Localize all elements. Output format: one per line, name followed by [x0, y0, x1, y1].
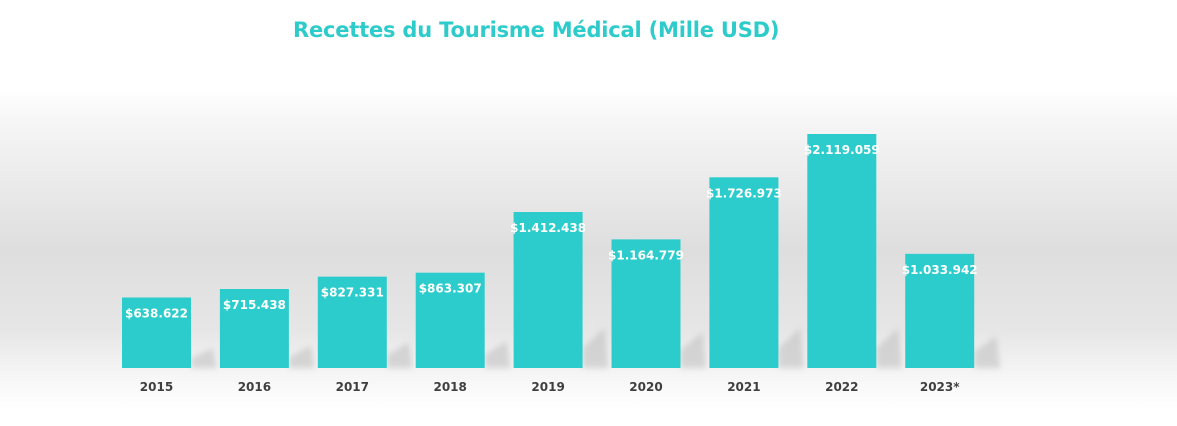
data-label: $1.033.942 — [902, 263, 978, 277]
x-axis-tick-labels: 2015 2016 2017 2018 2019 2020 2021 2022 2023* — [140, 380, 960, 394]
data-label: $1.412.438 — [510, 221, 586, 235]
bar-2021 — [709, 177, 779, 368]
x-tick-label: 2020 — [629, 380, 662, 394]
bar-2018 — [415, 272, 485, 368]
bars — [122, 134, 975, 368]
data-label: $863.307 — [419, 282, 482, 296]
data-label: $638.622 — [125, 306, 188, 320]
x-tick-label: 2017 — [336, 380, 369, 394]
data-label: $1.164.779 — [608, 248, 684, 262]
data-label: $2.119.059 — [804, 143, 880, 157]
bar-2022 — [807, 134, 877, 368]
bar-2017 — [317, 276, 387, 368]
title-box — [270, 0, 890, 84]
data-label: $1.726.973 — [706, 186, 782, 200]
bar-shadow — [680, 331, 707, 368]
bar-shadow — [288, 345, 315, 368]
bar-shadow — [974, 336, 1001, 368]
x-tick-label: 2022 — [825, 380, 858, 394]
bar-shadow — [386, 342, 413, 368]
data-label: $715.438 — [223, 298, 286, 312]
x-tick-label: 2023* — [920, 380, 960, 394]
value-labels: $638.622 $715.438 $827.331 $863.307 $1.412.4… — [125, 143, 978, 320]
bar-shadow — [191, 348, 217, 368]
bar-shadow — [484, 341, 511, 368]
bar-shadow — [876, 328, 903, 368]
data-label: $827.331 — [321, 286, 384, 300]
bar-2016 — [219, 288, 289, 368]
bar-2020 — [611, 239, 681, 368]
bar-2015 — [122, 297, 191, 368]
x-tick-label: 2018 — [433, 380, 466, 394]
bar-shadow — [582, 328, 609, 368]
x-tick-label: 2016 — [238, 380, 271, 394]
x-tick-label: 2015 — [140, 380, 173, 394]
bar-shadows — [191, 328, 1001, 368]
chart-title: Recettes du Tourisme Médical (Mille USD) — [293, 18, 780, 42]
bar-shadow — [778, 328, 805, 368]
x-tick-label: 2019 — [531, 380, 564, 394]
bar-2023 — [905, 253, 975, 368]
bar-2019 — [513, 212, 583, 368]
x-tick-label: 2021 — [727, 380, 760, 394]
